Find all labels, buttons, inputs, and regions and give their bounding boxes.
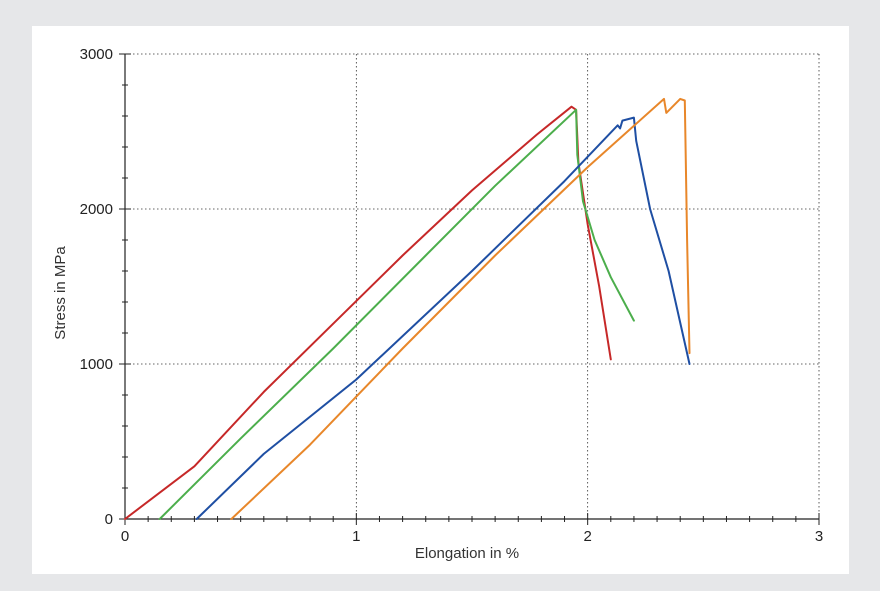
y-tick-label: 1000 [80,356,113,373]
y-axis-title: Stress in MPa [52,246,69,340]
y-tick-label: 3000 [80,46,113,63]
tick-labels: 0 1 2 3 0 1000 2000 3000 [80,46,824,545]
chart-panel: 0 1 2 3 0 1000 2000 3000 Elongation in % Stress… [32,26,849,574]
x-tick-label: 1 [352,528,360,545]
y-tick-label: 2000 [80,201,113,218]
stress-elongation-chart: 0 1 2 3 0 1000 2000 3000 Elongation in % Stress… [52,46,824,562]
series-line-2 [158,108,635,520]
x-axis-title: Elongation in % [415,545,519,562]
x-tick-label: 0 [121,528,129,545]
y-tick-label: 0 [105,511,113,528]
x-tick-label: 3 [815,528,823,545]
x-tick-label: 2 [583,528,591,545]
grid [125,53,820,519]
series-group [124,97,691,520]
series-line-3 [195,116,691,520]
tick-marks [119,53,820,525]
series-line-1 [124,105,612,520]
series-line-4 [230,97,691,520]
